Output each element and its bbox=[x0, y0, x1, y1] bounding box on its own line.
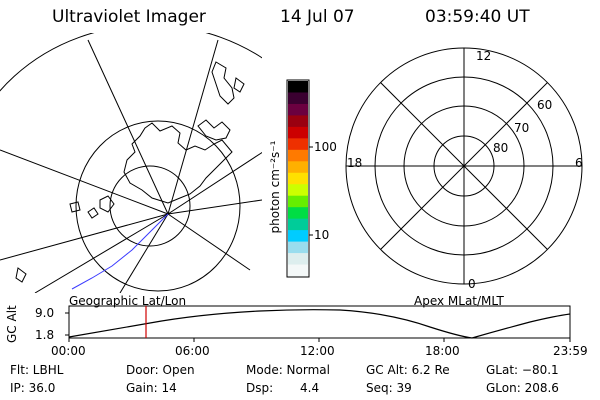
colorbar-band bbox=[288, 115, 308, 128]
gain-info: Gain: 14 bbox=[126, 381, 177, 395]
colorbar-band bbox=[288, 195, 308, 208]
colorbar-band bbox=[288, 253, 308, 266]
colorbar-band bbox=[288, 126, 308, 139]
meridian-line bbox=[167, 199, 262, 215]
colorbar-unit-label: photon cm⁻²s⁻¹ bbox=[268, 140, 282, 234]
colorbar-band bbox=[288, 218, 308, 231]
colorbar-band bbox=[288, 241, 308, 254]
altitude-xtick-2359: 23:59 bbox=[553, 344, 588, 358]
mlt-label-12: 12 bbox=[476, 49, 492, 63]
island-coastline bbox=[211, 61, 235, 105]
colorbar-band bbox=[288, 92, 308, 105]
island-coastline bbox=[87, 207, 99, 219]
ip-info: IP: 36.0 bbox=[10, 381, 56, 395]
satellite-ground-track bbox=[71, 213, 169, 290]
island-coastline bbox=[15, 267, 27, 283]
altitude-xtick-1800: 18:00 bbox=[425, 344, 460, 358]
seq-info: Seq: 39 bbox=[366, 381, 412, 395]
lat-circle-inner bbox=[109, 165, 191, 247]
glon-info: GLon: 208.6 bbox=[486, 381, 559, 395]
colorbar-gradient bbox=[288, 81, 308, 277]
colorbar-frame bbox=[286, 79, 310, 278]
mlt-diagonal-line bbox=[379, 81, 549, 251]
colorbar-band bbox=[288, 230, 308, 243]
island-coastline bbox=[69, 201, 81, 213]
glat-info: GLat: −80.1 bbox=[486, 363, 559, 377]
mode-info: Mode: Normal bbox=[246, 363, 330, 377]
altitude-ytick-low: 1.8 bbox=[35, 328, 55, 342]
colorbar-band bbox=[288, 264, 308, 277]
time-label: 03:59:40 UT bbox=[425, 7, 530, 27]
door-info: Door: Open bbox=[126, 363, 195, 377]
date-label: 14 Jul 07 bbox=[280, 7, 355, 27]
colorbar bbox=[286, 79, 313, 278]
colorbar-label-10: 10 bbox=[314, 228, 330, 242]
altitude-xtick-0600: 06:00 bbox=[175, 344, 210, 358]
meridian-line bbox=[34, 213, 169, 293]
colorbar-band bbox=[288, 81, 308, 93]
altitude-ylabel: GC Alt bbox=[5, 305, 19, 343]
filter-info: Flt: LBHL bbox=[10, 363, 64, 377]
island-coastline bbox=[197, 119, 231, 141]
island-coastline bbox=[233, 77, 245, 93]
mlt-label-0: 0 bbox=[468, 277, 476, 291]
meridian-line bbox=[167, 213, 251, 271]
dsp-info-value: 4.4 bbox=[300, 381, 320, 395]
meridian-line bbox=[167, 151, 262, 215]
dsp-info-label: Dsp: bbox=[246, 381, 274, 395]
colorbar-band bbox=[288, 172, 308, 185]
meridian-line bbox=[0, 213, 169, 261]
altitude-plot bbox=[65, 305, 571, 342]
lat-label-60: 60 bbox=[537, 98, 553, 112]
island-coastline bbox=[99, 195, 115, 213]
colorbar-band bbox=[288, 103, 308, 116]
geographic-panel-label: Geographic Lat/Lon bbox=[69, 294, 187, 308]
altitude-plot-frame bbox=[68, 305, 571, 339]
lat-label-80: 80 bbox=[493, 141, 509, 155]
mlt-label-6: 6 bbox=[575, 156, 583, 170]
geographic-map bbox=[0, 33, 262, 293]
magnetic-polar-grid bbox=[345, 47, 583, 285]
mlt-label-18: 18 bbox=[347, 156, 363, 170]
meridian-line bbox=[119, 213, 169, 293]
altitude-ytick-high: 9.0 bbox=[35, 306, 55, 320]
altitude-xtick-1200: 12:00 bbox=[300, 344, 335, 358]
landmass-coastline bbox=[123, 122, 233, 204]
altitude-curve bbox=[68, 309, 571, 339]
colorbar-label-100: 100 bbox=[314, 140, 337, 154]
magnetic-panel-label: Apex MLat/MLT bbox=[414, 294, 504, 308]
meridian-line bbox=[167, 39, 219, 215]
gcalt-info: GC Alt: 6.2 Re bbox=[366, 363, 450, 377]
colorbar-band bbox=[288, 161, 308, 174]
meridian-line bbox=[87, 39, 169, 215]
colorbar-band bbox=[288, 207, 308, 220]
lat-label-70: 70 bbox=[514, 121, 530, 135]
colorbar-band bbox=[288, 184, 308, 197]
colorbar-band bbox=[288, 149, 308, 162]
instrument-title: Ultraviolet Imager bbox=[52, 7, 206, 27]
meridian-line bbox=[0, 149, 169, 215]
altitude-xtick-0000: 00:00 bbox=[51, 344, 86, 358]
lat-circle-middle bbox=[75, 120, 241, 292]
colorbar-band bbox=[288, 138, 308, 151]
